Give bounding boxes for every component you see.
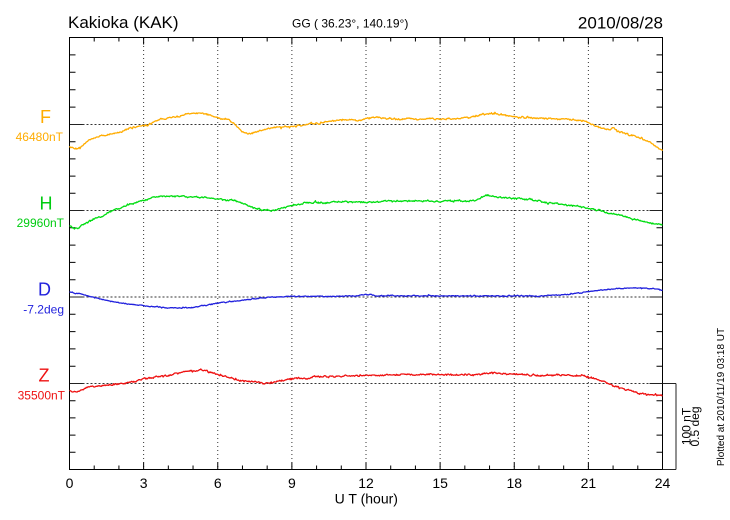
svg-text:2010/08/28: 2010/08/28 <box>578 14 663 33</box>
svg-text:9: 9 <box>288 475 296 491</box>
svg-text:Kakioka (KAK): Kakioka (KAK) <box>68 13 179 32</box>
svg-text:U T (hour): U T (hour) <box>335 491 398 507</box>
svg-text:Z: Z <box>39 366 50 386</box>
svg-text:15: 15 <box>432 475 448 491</box>
svg-text:GG ( 36.23°, 140.19°): GG ( 36.23°, 140.19°) <box>292 17 408 31</box>
svg-text:-7.2deg: -7.2deg <box>23 302 64 316</box>
svg-text:0.5 deg: 0.5 deg <box>688 406 702 446</box>
svg-text:24: 24 <box>655 475 671 491</box>
svg-text:29960nT: 29960nT <box>17 216 65 230</box>
svg-text:12: 12 <box>358 475 374 491</box>
svg-text:Plotted at 2010/11/19 03:18 UT: Plotted at 2010/11/19 03:18 UT <box>716 328 727 466</box>
svg-text:D: D <box>38 280 51 300</box>
svg-text:0: 0 <box>66 475 74 491</box>
svg-text:18: 18 <box>506 475 522 491</box>
svg-text:3: 3 <box>140 475 148 491</box>
svg-text:F: F <box>40 107 51 127</box>
svg-text:6: 6 <box>214 475 222 491</box>
svg-text:H: H <box>40 194 53 214</box>
svg-text:35500nT: 35500nT <box>18 388 66 402</box>
svg-text:21: 21 <box>581 475 597 491</box>
svg-text:46480nT: 46480nT <box>16 130 64 144</box>
svg-text:100 nT: 100 nT <box>680 407 694 445</box>
